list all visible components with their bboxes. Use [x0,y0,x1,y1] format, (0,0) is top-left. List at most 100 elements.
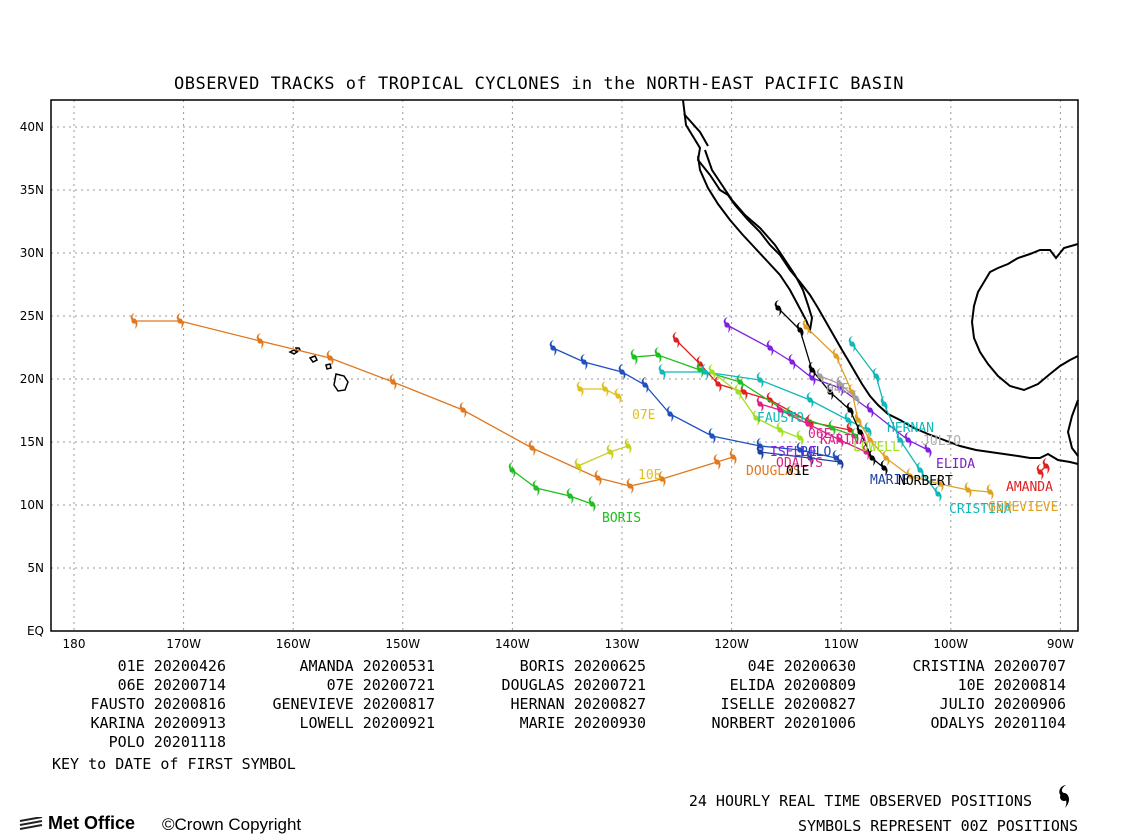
cyclone-position-icon [756,396,764,412]
cyclone-position-icon [796,322,804,338]
cyclone-track-map: EQ 5N 10N 15N 20N 25N 30N 35N 40N 180 170W 160W 150W… [20,99,1079,650]
cyclone-position-icon [532,480,540,496]
cyclone-position-icon [714,376,722,392]
cyclone-position-icon [934,486,942,502]
legend-entry: AMANDA 20200531 [299,657,435,675]
cyclone-position-icon [774,300,782,316]
storm-date-legend: 01E 20200426 AMANDA 20200531 BORIS 2020062… [40,657,1080,752]
storm-name-label: CRISTINA [949,502,1012,517]
cyclone-position-icon [802,319,810,335]
storm-name-label: GENEVIEVE [988,500,1058,515]
lat-tick-label: 25N [20,309,44,323]
storm-name-label: DOUGLAS [746,464,801,479]
cyclone-position-icon [906,468,914,484]
cyclone-position-icon [924,442,932,458]
lon-tick-label: 120W [714,637,749,650]
cyclone-position-icon [176,313,184,329]
storm-track [134,320,734,487]
axis-labels: EQ 5N 10N 15N 20N 25N 30N 35N 40N 180 170W 160W 150W… [20,120,1074,650]
cyclone-position-icon [756,444,764,460]
map-title: OBSERVED TRACKS of TROPICAL CYCLONES in … [174,74,904,94]
cyclone-position-icon [701,364,709,380]
storm-name-label: 07E [632,408,655,423]
cyclone-position-icon [734,384,742,400]
storm-name-label: ELIDA [936,457,975,472]
cyclone-position-icon [808,362,816,378]
cyclone-position-icon [630,349,638,365]
cyclone-position-icon [654,347,662,363]
legend-entry: MARIE 20200930 [519,714,646,732]
map-frame [50,99,1079,632]
cyclone-position-icon [862,444,870,460]
cyclone-position-icon [851,428,859,444]
legend-entry: JULIO 20200906 [939,695,1066,713]
storm-track [805,326,991,493]
cyclone-position-icon [986,484,994,500]
legend-entry: 04E 20200630 [747,657,856,675]
cyclone-position-icon [389,374,397,390]
cyclone-position-icon [836,454,844,470]
cyclone-position-icon [904,432,912,448]
cyclone-position-icon [666,406,674,422]
cyclone-position-icon [256,333,264,349]
storm-name-label: 10E [638,468,661,483]
lat-tick-label: 5N [27,561,44,575]
legend-entry: FAUSTO 20200816 [90,695,226,713]
storm-name-label: KARINA [820,433,867,448]
cyclone-position-icon [788,354,796,370]
met-office-logo: Met Office [18,813,135,834]
cyclone-position-icon [964,482,972,498]
legend-entry: 07E 20200721 [326,676,435,694]
cyclone-position-icon [708,364,716,380]
cyclone-position-icon [880,460,888,476]
storm-name-label: 04E [826,382,849,397]
brand-name: Met Office [48,813,136,833]
cyclone-position-icon [1042,458,1050,474]
cyclone-position-icon [796,442,804,458]
legend-entry: KARINA 20200913 [90,714,226,732]
cyclone-position-icon [896,432,904,448]
cyclone-position-icon [624,438,632,454]
legend-entry: BORIS 20200625 [519,657,646,675]
legend-entry: HERNAN 20200827 [510,695,646,713]
storm-name-label: ISELLE [770,445,817,460]
legend-row: 01E 20200426 AMANDA 20200531 BORIS 2020062… [40,657,1080,676]
cyclone-position-icon [844,412,852,428]
cyclone-position-icon [872,368,880,384]
lon-tick-label: 160W [276,637,311,650]
lon-tick-label: 140W [495,637,530,650]
cyclone-position-icon [588,496,596,512]
cyclone-position-icon [508,462,516,478]
storm-track [511,469,593,505]
cyclone-position-icon [816,368,824,384]
cyclone-position-icon [882,450,890,466]
legend-key: KEY to DATE of FIRST SYMBOL [52,755,296,773]
cyclone-position-icon [326,350,334,366]
cyclone-position-icon [756,372,764,388]
legend-entry: 06E 20200714 [117,676,226,694]
cyclone-position-icon [864,422,872,438]
copyright-text: ©Crown Copyright [162,815,302,834]
storm-name-label: MARIE [870,473,909,488]
storm-tracks [130,300,1050,512]
cyclone-position-icon [626,478,634,494]
cyclone-position-icon [880,396,888,412]
storm-name-label: AMANDA [1006,480,1053,495]
lat-tick-label: 15N [20,435,44,449]
storm-track [726,324,929,451]
cyclone-position-icon [459,402,467,418]
cyclone-position-icon [594,470,602,486]
cyclone-position-icon [796,430,804,446]
cyclone-position-icon [580,354,588,370]
cyclone-position-icon [852,390,860,406]
legend-entry: LOWELL 20200921 [299,714,435,732]
lon-tick-label: 180 [63,637,86,650]
cyclone-position-icon [808,370,816,386]
cyclone-position-icon [846,422,854,438]
cyclone-position-icon [736,374,744,390]
cyclone-position-icon [658,364,666,380]
storm-name-label: BORIS [602,511,641,526]
legend-row: POLO 20201118 [40,733,1080,752]
cyclone-position-icon [614,388,622,404]
lat-tick-label: EQ [27,624,44,638]
